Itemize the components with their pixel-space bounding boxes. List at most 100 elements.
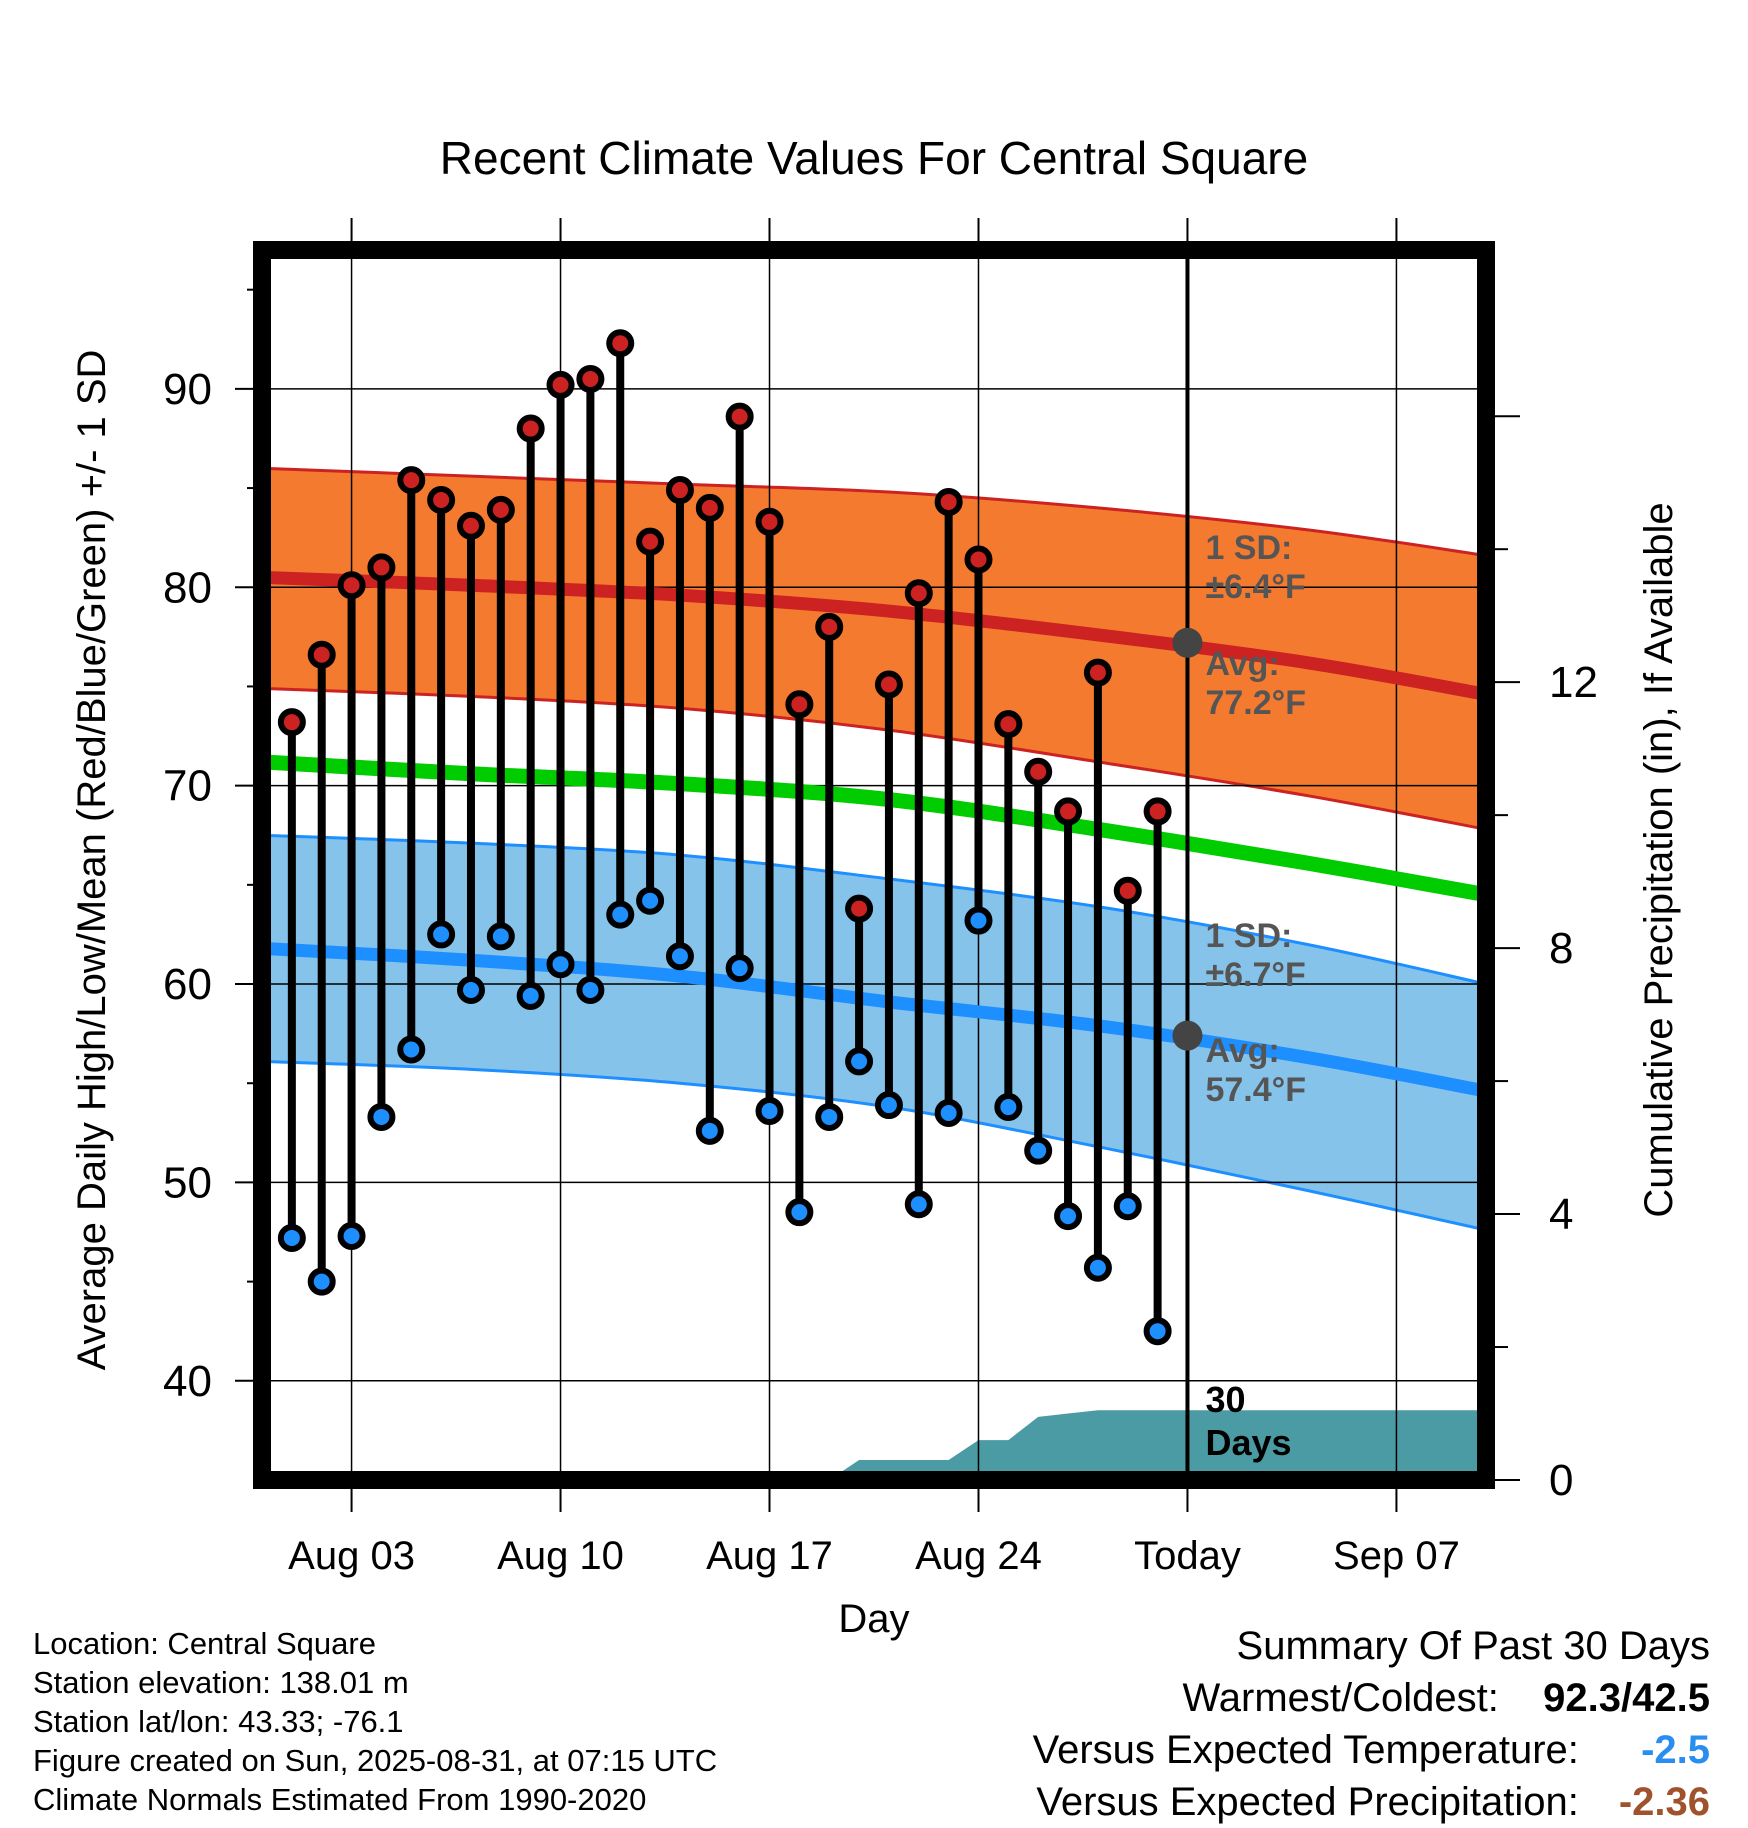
- high-point: [1113, 876, 1142, 905]
- high-point: [486, 495, 515, 524]
- y-tick-label: 40: [163, 1357, 212, 1406]
- low-point: [695, 1116, 724, 1145]
- low-point: [934, 1098, 963, 1127]
- high-sd-value: ±6.4°F: [1205, 568, 1305, 606]
- summary-heading: Summary Of Past 30 Days: [1236, 1624, 1710, 1668]
- low-point: [1083, 1253, 1112, 1282]
- low-sd-value: ±6.7°F: [1205, 956, 1305, 994]
- low-point: [964, 906, 993, 935]
- y-tick-label: 60: [163, 960, 212, 1009]
- low-point: [994, 1093, 1023, 1122]
- y-tick-label: 50: [163, 1158, 212, 1207]
- high-point: [964, 545, 993, 574]
- low-point: [1143, 1317, 1172, 1346]
- low-point: [486, 922, 515, 951]
- high-point: [636, 527, 665, 556]
- axes: 40 50 60 70 80 90 0 4 8 12 Aug 03 Aug 10 Aug 17 Aug 2…: [163, 218, 1598, 1578]
- high-point: [277, 708, 306, 737]
- chart-title: Recent Climate Values For Central Square: [440, 132, 1308, 184]
- precip-value: -2.36: [1618, 1780, 1710, 1824]
- high-point: [695, 493, 724, 522]
- temp-row: Versus Expected Temperature: -2.5: [1033, 1724, 1710, 1776]
- high-point: [397, 466, 426, 495]
- high-point: [994, 710, 1023, 739]
- temp-value: -2.5: [1641, 1728, 1710, 1772]
- high-point: [1083, 658, 1112, 687]
- high-point: [606, 329, 635, 358]
- low-point: [367, 1102, 396, 1131]
- high-point: [1054, 797, 1083, 826]
- low-point: [1024, 1136, 1053, 1165]
- high-point: [874, 670, 903, 699]
- low-point: [337, 1221, 366, 1250]
- high-point: [546, 370, 575, 399]
- y2-tick-label: 4: [1549, 1190, 1573, 1239]
- temp-label: Versus Expected Temperature:: [1032, 1728, 1579, 1772]
- high-point: [755, 507, 784, 536]
- warm-cold-row: Warmest/Coldest: 92.3/42.5: [1033, 1672, 1711, 1724]
- high-point: [516, 414, 545, 443]
- low-sd-band: [262, 835, 1486, 1231]
- today-high-avg-marker: [1172, 627, 1203, 658]
- low-sd-label: 1 SD:: [1205, 917, 1292, 955]
- high-point: [815, 612, 844, 641]
- low-point: [606, 900, 635, 929]
- low-point: [427, 920, 456, 949]
- y-tick-label: 80: [163, 563, 212, 612]
- y-tick-label: 90: [163, 365, 212, 414]
- normals-text: Climate Normals Estimated From 1990-2020: [33, 1782, 647, 1817]
- high-point: [1024, 757, 1053, 786]
- high-point: [456, 511, 485, 540]
- low-point: [755, 1097, 784, 1125]
- high-sd-label: 1 SD:: [1205, 529, 1292, 567]
- high-point: [785, 690, 814, 719]
- precipitation-area: [799, 1410, 1486, 1480]
- y2-tick-label: 8: [1549, 924, 1573, 973]
- high-point: [665, 476, 694, 505]
- high-sd-upper-edge: [262, 466, 1486, 558]
- low-point: [397, 1035, 426, 1064]
- precip-label: Versus Expected Precipitation:: [1036, 1780, 1579, 1824]
- precip-row: Versus Expected Precipitation: -2.36: [1033, 1776, 1710, 1828]
- low-avg-value: 57.4°F: [1205, 1071, 1306, 1109]
- low-point: [636, 886, 665, 915]
- low-point: [1054, 1202, 1083, 1231]
- location-text: Location: Central Square: [33, 1626, 376, 1661]
- elevation-text: Station elevation: 138.01 m: [33, 1665, 409, 1700]
- x-tick-label: Aug 17: [706, 1534, 833, 1578]
- low-point: [456, 975, 485, 1004]
- high-point: [427, 485, 456, 514]
- x-tick-label: Aug 10: [497, 1534, 624, 1578]
- low-point: [576, 975, 605, 1004]
- today-low-avg-marker: [1172, 1020, 1203, 1051]
- y2-tick-label: 0: [1549, 1456, 1573, 1505]
- high-point: [934, 487, 963, 516]
- high-avg-value: 77.2°F: [1205, 684, 1306, 722]
- low-point: [725, 954, 754, 983]
- low-point: [785, 1198, 814, 1227]
- high-point: [904, 579, 933, 608]
- latlon-text: Station lat/lon: 43.33; -76.1: [33, 1704, 404, 1739]
- warm-cold-label: Warmest/Coldest:: [1182, 1676, 1499, 1720]
- high-point: [845, 894, 874, 923]
- low-point: [546, 950, 575, 979]
- high-point: [725, 402, 754, 431]
- low-point: [516, 981, 545, 1010]
- high-sd-band: [262, 468, 1486, 830]
- high-point: [1143, 797, 1172, 826]
- high-point: [576, 364, 605, 393]
- x-tick-label: Aug 03: [288, 1534, 415, 1578]
- high-avg-label: Avg:: [1205, 645, 1279, 683]
- low-point: [815, 1102, 844, 1131]
- x-axis-label: Day: [838, 1597, 909, 1641]
- low-point: [874, 1091, 903, 1120]
- summary-panel: Summary Of Past 30 Days Warmest/Coldest:…: [1033, 1620, 1710, 1828]
- y2-tick-label: 12: [1549, 658, 1598, 707]
- station-info: Location: Central Square Station elevati…: [33, 1624, 717, 1819]
- low-point: [1113, 1192, 1142, 1221]
- x-tick-label: Aug 24: [915, 1534, 1042, 1578]
- low-point: [845, 1047, 874, 1076]
